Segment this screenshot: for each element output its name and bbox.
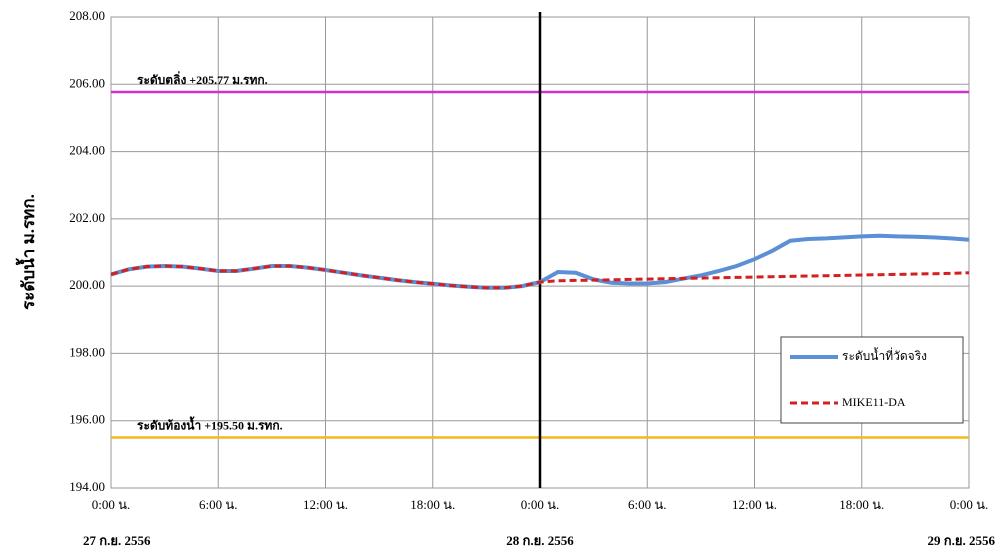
y-tick-label: 202.00 xyxy=(69,210,105,225)
date-label: 27 ก.ย. 2556 xyxy=(83,533,151,548)
x-tick-label: 12:00 น. xyxy=(303,497,348,512)
y-tick-label: 198.00 xyxy=(69,344,105,359)
reference-label: ระดับตลิ่ง +205.77 ม.รทก. xyxy=(137,71,268,87)
x-tick-label: 12:00 น. xyxy=(732,497,777,512)
y-tick-label: 204.00 xyxy=(69,143,105,158)
x-tick-label: 0:00 น. xyxy=(92,497,131,512)
y-tick-label: 200.00 xyxy=(69,277,105,292)
date-label: 29 ก.ย. 2556 xyxy=(928,533,996,548)
date-label: 28 ก.ย. 2556 xyxy=(506,533,574,548)
reference-label: ระดับท้องน้ำ +195.50 ม.รทก. xyxy=(137,415,283,432)
x-tick-label: 6:00 น. xyxy=(199,497,238,512)
y-tick-label: 208.00 xyxy=(69,8,105,23)
legend-label: MIKE11-DA xyxy=(842,395,906,409)
x-tick-label: 0:00 น. xyxy=(521,497,560,512)
series-line xyxy=(110,264,970,290)
x-tick-label: 18:00 น. xyxy=(839,497,884,512)
y-tick-label: 196.00 xyxy=(69,412,105,427)
y-tick-label: 206.00 xyxy=(69,75,105,90)
legend-label: ระดับน้ำที่วัดจริง xyxy=(842,347,927,363)
x-tick-label: 6:00 น. xyxy=(628,497,667,512)
y-tick-label: 194.00 xyxy=(69,479,105,494)
y-axis-title: ระดับน้ำ ม.รทก. xyxy=(15,194,38,310)
x-tick-label: 18:00 น. xyxy=(410,497,455,512)
legend-box xyxy=(780,336,964,424)
x-tick-label: 0:00 น. xyxy=(950,497,989,512)
